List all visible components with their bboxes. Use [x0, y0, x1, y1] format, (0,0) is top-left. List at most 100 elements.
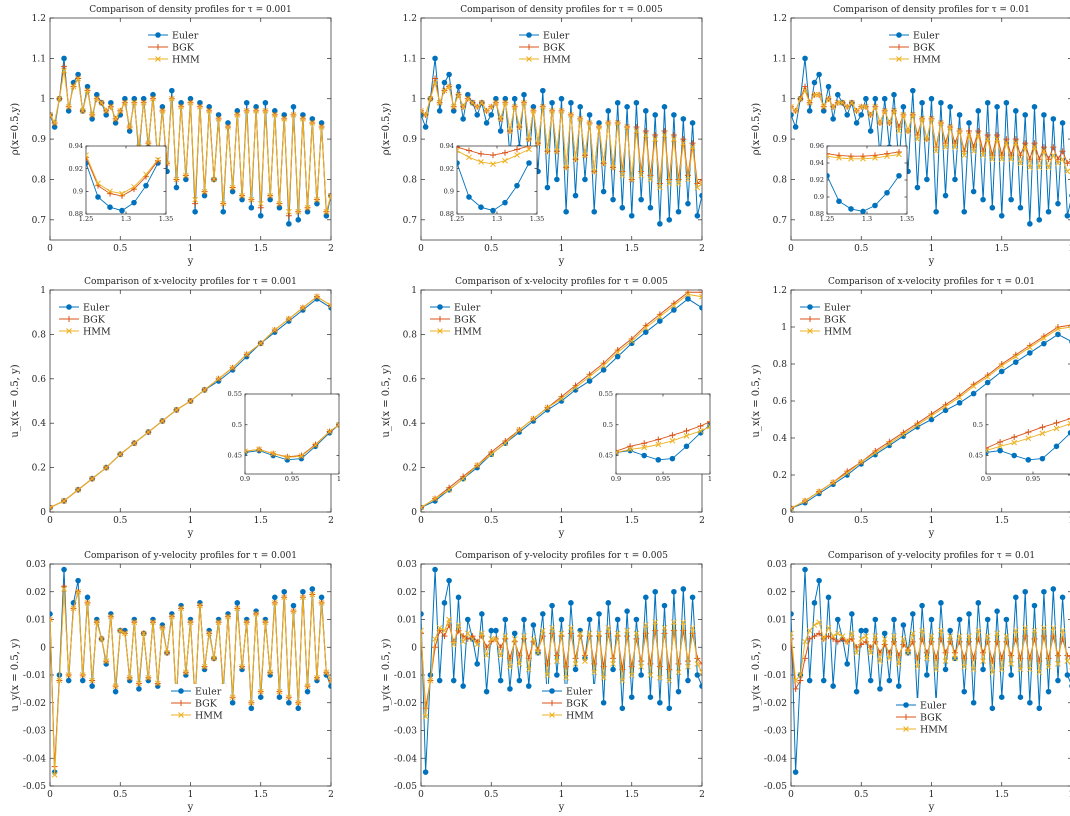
- data-point-euler: [460, 683, 466, 689]
- data-point-euler: [441, 79, 448, 86]
- data-point-hmm: [610, 164, 616, 171]
- x-axis-label: y: [187, 528, 194, 539]
- legend-label-bgk: BGK: [543, 43, 566, 54]
- data-point-euler: [605, 108, 612, 114]
- data-point-hmm: [309, 120, 316, 126]
- data-point-hmm: [502, 440, 509, 447]
- data-point-hmm: [666, 180, 673, 187]
- data-point-hmm: [206, 630, 213, 637]
- y-tick-label: 0.5: [232, 421, 242, 429]
- data-point-euler: [661, 104, 668, 110]
- data-point-hmm: [802, 87, 808, 94]
- data-point-hmm: [314, 196, 320, 203]
- data-point-hmm: [267, 669, 274, 676]
- x-tick-label: 0.5: [484, 790, 499, 800]
- legend-label-hmm: HMM: [920, 725, 948, 736]
- x-tick-label: 2: [699, 516, 705, 526]
- data-point-euler: [464, 616, 471, 623]
- data-point-bgk: [680, 136, 687, 143]
- data-point-hmm: [614, 630, 621, 637]
- data-point-bgk: [919, 635, 926, 642]
- data-point-hmm: [928, 116, 935, 122]
- chart-title: Comparison of y-velocity profiles for τ …: [84, 551, 297, 561]
- chart-title: Comparison of y-velocity profiles for τ …: [828, 551, 1035, 561]
- data-point-bgk: [421, 107, 424, 114]
- data-point-euler: [680, 586, 687, 592]
- data-point-hmm: [497, 116, 504, 122]
- data-point-euler: [1055, 200, 1061, 207]
- data-point-euler: [671, 112, 677, 118]
- data-point-hmm: [596, 124, 602, 130]
- legend-label-hmm: HMM: [195, 711, 223, 722]
- data-point-hmm: [521, 633, 527, 640]
- data-point-euler: [657, 221, 663, 227]
- data-point-hmm: [984, 136, 991, 142]
- data-point-hmm: [942, 403, 949, 410]
- data-point-hmm: [276, 200, 283, 207]
- data-point-bgk: [670, 132, 677, 139]
- legend-marker-hmm: [896, 56, 902, 62]
- data-point-euler: [1031, 602, 1038, 609]
- x-tick-label: 1: [559, 790, 565, 800]
- plot-area: [50, 566, 331, 778]
- data-point-hmm: [544, 148, 551, 155]
- data-point-hmm: [119, 190, 125, 197]
- data-point-euler: [286, 221, 292, 227]
- data-point-euler: [229, 699, 236, 706]
- data-point-bgk: [421, 630, 424, 637]
- x-tick-label: 1.3: [492, 215, 502, 223]
- data-point-bgk: [1012, 136, 1019, 143]
- data-point-bgk: [914, 655, 921, 662]
- data-point-bgk: [647, 660, 654, 667]
- data-point-hmm: [122, 630, 128, 637]
- data-point-hmm: [947, 124, 954, 130]
- data-point-euler: [300, 588, 306, 595]
- data-point-hmm: [619, 677, 626, 684]
- data-point-euler: [643, 594, 649, 601]
- data-point-hmm: [211, 655, 217, 662]
- data-point-hmm: [159, 107, 166, 114]
- data-point-hmm: [858, 103, 865, 110]
- data-point-euler: [488, 112, 495, 118]
- data-point-euler: [422, 769, 429, 775]
- data-point-hmm: [844, 103, 851, 110]
- data-point-hmm: [117, 107, 124, 114]
- data-point-hmm: [276, 688, 283, 695]
- data-point-euler: [942, 407, 949, 414]
- data-point-euler: [614, 99, 621, 106]
- data-point-euler: [970, 699, 977, 706]
- legend-marker-bgk: [896, 44, 902, 50]
- legend-label-hmm: HMM: [172, 55, 200, 66]
- y-tick-label: 1.1: [403, 54, 417, 64]
- y-tick-label: 0.2: [403, 464, 417, 474]
- data-point-bgk: [689, 140, 696, 147]
- data-point-hmm: [994, 136, 1000, 142]
- legend-marker-bgk: [526, 44, 532, 50]
- data-point-hmm: [619, 172, 626, 179]
- x-tick-label: 1: [188, 244, 194, 254]
- data-point-euler: [652, 112, 659, 118]
- data-point-euler: [924, 176, 930, 183]
- data-point-hmm: [455, 622, 462, 628]
- data-point-bgk: [680, 627, 687, 634]
- data-point-bgk: [1053, 419, 1060, 426]
- inset-panel: 0.9 0.95 1 0.45 0.5 0.55: [228, 390, 342, 483]
- data-point-hmm: [61, 498, 67, 504]
- data-point-hmm: [239, 663, 245, 670]
- data-point-euler: [169, 87, 175, 94]
- y-tick-label: 0.02: [767, 588, 787, 598]
- data-point-euler: [605, 600, 612, 606]
- data-point-hmm: [285, 208, 292, 215]
- data-point-euler: [1013, 359, 1019, 365]
- data-point-bgk: [61, 583, 68, 590]
- data-point-hmm: [624, 124, 630, 130]
- data-point-hmm: [924, 136, 930, 142]
- data-point-bgk: [1017, 655, 1024, 662]
- data-point-hmm: [131, 99, 138, 106]
- data-point-hmm: [446, 616, 452, 623]
- data-point-hmm: [680, 140, 687, 146]
- data-point-euler: [895, 683, 902, 689]
- data-point-euler: [1064, 672, 1070, 678]
- x-tick-label: 2: [328, 244, 334, 254]
- x-tick-label: 0: [418, 790, 424, 800]
